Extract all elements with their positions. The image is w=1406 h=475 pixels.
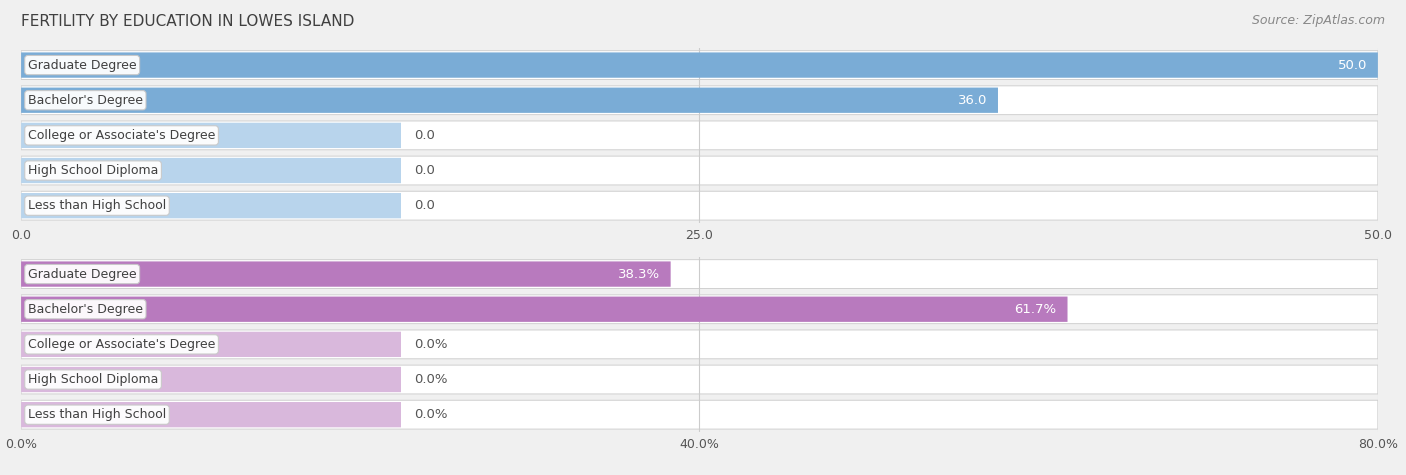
Text: Graduate Degree: Graduate Degree xyxy=(28,58,136,72)
FancyBboxPatch shape xyxy=(21,123,401,148)
FancyBboxPatch shape xyxy=(21,365,1378,394)
Text: 38.3%: 38.3% xyxy=(617,267,659,281)
Text: Graduate Degree: Graduate Degree xyxy=(28,267,136,281)
Text: 0.0: 0.0 xyxy=(415,199,436,212)
FancyBboxPatch shape xyxy=(21,158,401,183)
Text: 36.0: 36.0 xyxy=(957,94,987,107)
Text: High School Diploma: High School Diploma xyxy=(28,164,159,177)
Text: Less than High School: Less than High School xyxy=(28,408,166,421)
FancyBboxPatch shape xyxy=(21,296,1067,322)
Text: High School Diploma: High School Diploma xyxy=(28,373,159,386)
FancyBboxPatch shape xyxy=(21,86,1378,114)
FancyBboxPatch shape xyxy=(21,51,1378,79)
FancyBboxPatch shape xyxy=(21,402,401,428)
Text: FERTILITY BY EDUCATION IN LOWES ISLAND: FERTILITY BY EDUCATION IN LOWES ISLAND xyxy=(21,14,354,29)
FancyBboxPatch shape xyxy=(21,295,1378,323)
Text: Source: ZipAtlas.com: Source: ZipAtlas.com xyxy=(1251,14,1385,27)
FancyBboxPatch shape xyxy=(21,400,1378,429)
FancyBboxPatch shape xyxy=(21,330,1378,359)
Text: 0.0: 0.0 xyxy=(415,164,436,177)
FancyBboxPatch shape xyxy=(21,367,401,392)
FancyBboxPatch shape xyxy=(21,52,1378,78)
FancyBboxPatch shape xyxy=(21,87,998,113)
Text: Bachelor's Degree: Bachelor's Degree xyxy=(28,94,143,107)
FancyBboxPatch shape xyxy=(21,121,1378,150)
Text: 61.7%: 61.7% xyxy=(1015,303,1057,316)
Text: 0.0%: 0.0% xyxy=(415,373,449,386)
FancyBboxPatch shape xyxy=(21,193,401,219)
FancyBboxPatch shape xyxy=(21,156,1378,185)
FancyBboxPatch shape xyxy=(21,332,401,357)
Text: College or Associate's Degree: College or Associate's Degree xyxy=(28,129,215,142)
Text: College or Associate's Degree: College or Associate's Degree xyxy=(28,338,215,351)
Text: Less than High School: Less than High School xyxy=(28,199,166,212)
Text: 0.0%: 0.0% xyxy=(415,408,449,421)
Text: 50.0: 50.0 xyxy=(1337,58,1367,72)
Text: Bachelor's Degree: Bachelor's Degree xyxy=(28,303,143,316)
FancyBboxPatch shape xyxy=(21,261,671,287)
Text: 0.0%: 0.0% xyxy=(415,338,449,351)
Text: 0.0: 0.0 xyxy=(415,129,436,142)
FancyBboxPatch shape xyxy=(21,260,1378,288)
FancyBboxPatch shape xyxy=(21,191,1378,220)
